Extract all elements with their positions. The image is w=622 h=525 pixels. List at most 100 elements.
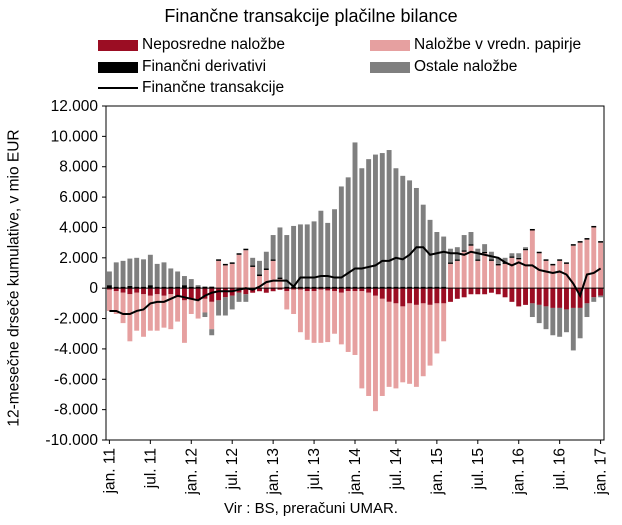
bar-segment-series-1 (509, 257, 515, 289)
bar-segment-series-3 (291, 225, 297, 287)
bar-segment-series-2 (304, 286, 310, 289)
bar-segment-series-1 (366, 292, 372, 396)
bar-segment-series-2 (434, 286, 440, 289)
bar-segment-series-3 (502, 257, 508, 263)
bar-segment-series-1 (407, 303, 413, 384)
bar-segment-series-2 (270, 259, 276, 261)
bar-segment-series-2 (318, 286, 324, 289)
bar-segment-series-3 (277, 227, 283, 278)
bar-segment-series-1 (516, 259, 522, 289)
bar-segment-series-3 (373, 154, 378, 287)
bar-segment-series-2 (345, 286, 351, 289)
bar-segment-series-2 (277, 277, 283, 280)
bar-segment-series-3 (564, 309, 569, 333)
bar-segment-series-3 (386, 150, 392, 287)
bar-segment-series-0 (332, 288, 337, 292)
bar-segment-series-3 (257, 260, 262, 275)
bar-segment-series-2 (543, 259, 549, 261)
bar-segment-series-2 (188, 286, 194, 289)
bar-segment-series-2 (243, 248, 249, 251)
bar-segment-series-0 (529, 288, 535, 304)
bar-segment-series-1 (427, 304, 433, 366)
x-tick-label: jan. 15 (429, 448, 446, 496)
legend-item-vrednostni-papirji: Naložbe v vredn. papirje (370, 36, 581, 54)
bar-segment-series-1 (284, 291, 290, 310)
x-tick-label: jul. 12 (224, 448, 241, 490)
bar-segment-series-0 (509, 288, 515, 302)
bar-segment-series-3 (550, 307, 556, 336)
bar-segment-series-2 (284, 286, 290, 289)
x-tick-label: jul. 16 (552, 448, 569, 490)
bar-segment-series-3 (325, 222, 331, 287)
bar-segment-series-2 (373, 286, 378, 289)
bar-segment-series-1 (311, 291, 317, 343)
legend-swatch-neposredne (98, 39, 138, 51)
line-series-transakcije (109, 246, 602, 315)
bar-segment-series-0 (598, 288, 604, 296)
bar-segment-series-1 (147, 295, 153, 331)
bar-segment-series-1 (209, 301, 215, 330)
bar-segment-series-0 (311, 288, 317, 292)
bar-segment-series-3 (352, 142, 358, 287)
bar-segment-series-2 (216, 259, 222, 261)
bar-segment-series-1 (557, 260, 563, 289)
bar-segment-series-2 (598, 241, 604, 243)
bar-segment-series-0 (243, 288, 249, 295)
bar-segment-series-0 (297, 288, 303, 290)
bar-segment-series-3 (448, 248, 453, 263)
bar-segment-series-3 (359, 168, 365, 287)
bar-segment-series-3 (216, 300, 222, 316)
bar-segment-series-0 (570, 288, 576, 308)
bar-segment-series-2 (263, 268, 269, 270)
bar-segment-series-0 (441, 288, 447, 304)
bar-segment-series-2 (386, 286, 392, 289)
bar-segment-series-2 (168, 286, 174, 289)
bar-segment-series-1 (216, 260, 222, 289)
bar-segment-series-1 (277, 279, 283, 289)
bar-segment-series-0 (393, 288, 399, 304)
legend-swatch-derivativi (98, 61, 138, 73)
bar-segment-series-2 (488, 259, 494, 261)
bar-segment-series-3 (468, 232, 474, 245)
bar-segment-series-3 (516, 253, 522, 258)
bar-segment-series-1 (325, 290, 331, 343)
bar-segment-series-1 (454, 260, 460, 289)
bar-segment-series-3 (188, 279, 194, 287)
bar-segment-series-2 (516, 257, 522, 260)
bar-segment-series-1 (379, 298, 385, 396)
bar-segment-series-3 (113, 262, 119, 287)
bar-segment-series-1 (188, 298, 194, 314)
x-tick-label: jan. 11 (101, 448, 118, 494)
bar-segment-series-3 (413, 187, 419, 287)
bar-segment-series-0 (482, 288, 488, 295)
bar-segment-series-1 (529, 230, 535, 289)
bar-segment-series-1 (120, 292, 126, 324)
legend-swatch-vrednostni-papirji (370, 39, 410, 51)
y-tick-label: 2.000 (59, 250, 98, 267)
bar-segment-series-0 (168, 288, 174, 295)
bar-segment-series-0 (147, 288, 153, 296)
bar-segment-series-1 (577, 242, 583, 289)
bar-segment-series-0 (434, 288, 440, 304)
bar-segment-series-3 (222, 297, 228, 316)
bar-segment-series-3 (591, 297, 597, 302)
bar-segment-series-1 (257, 276, 262, 289)
bar-segment-series-2 (591, 225, 597, 228)
bar-segment-series-0 (345, 288, 351, 292)
bar-segment-series-1 (413, 304, 419, 387)
bar-segment-series-2 (332, 286, 337, 289)
bar-segment-series-0 (413, 288, 419, 305)
bar-segment-series-2 (250, 265, 256, 267)
bar-segment-series-2 (441, 286, 447, 289)
bar-segment-series-0 (216, 288, 222, 301)
bar-segment-series-3 (598, 295, 604, 298)
bar-segment-series-0 (536, 288, 542, 305)
bar-segment-series-3 (407, 180, 413, 287)
bar-segment-series-2 (482, 251, 488, 254)
bar-segment-series-3 (175, 271, 181, 287)
x-tick-label: jan. 17 (593, 448, 610, 496)
bar-segment-series-1 (393, 303, 399, 389)
y-tick-label: -6.000 (54, 371, 98, 388)
bar-segment-series-3 (427, 219, 433, 287)
bar-segment-series-3 (202, 312, 208, 318)
